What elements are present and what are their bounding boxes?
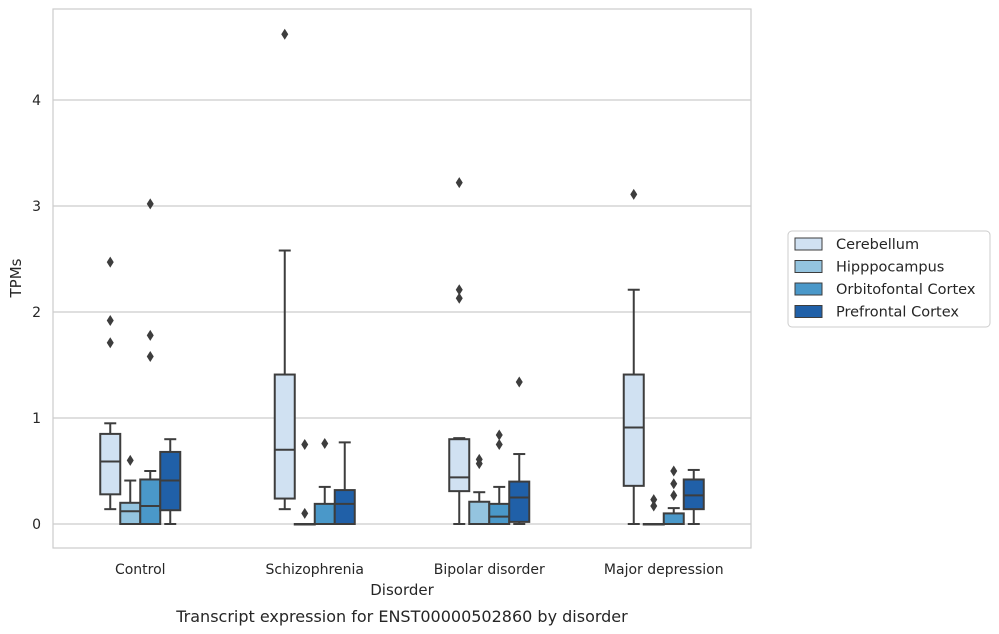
outlier-point [146, 329, 154, 341]
legend-label: Hipppocampus [836, 260, 944, 276]
x-tick-label: Bipolar disorder [434, 562, 545, 578]
legend-frame [787, 230, 991, 328]
box-body [468, 500, 491, 525]
box-0-0 [99, 256, 122, 511]
box-body [139, 478, 162, 526]
x-axis-label: Disorder [370, 581, 434, 599]
outlier-point [146, 351, 154, 363]
box-2-2 [488, 429, 511, 525]
box-3-3 [682, 468, 705, 525]
legend-swatch [794, 260, 823, 273]
outlier-point [495, 429, 503, 441]
outlier-point [670, 465, 678, 477]
box-1-1 [293, 439, 316, 526]
outlier-point [281, 28, 289, 40]
outlier-point [630, 188, 638, 200]
legend-label: Cerebellum [836, 237, 919, 253]
outlier-point [321, 437, 329, 449]
legend-swatch [794, 305, 823, 318]
box-3-0 [159, 438, 182, 525]
outlier-point [106, 337, 114, 349]
outlier-point [650, 494, 658, 506]
plot-background [53, 9, 751, 548]
outlier-point [455, 292, 463, 304]
boxes [99, 28, 705, 526]
legend-swatch [794, 282, 823, 296]
outlier-point [126, 454, 134, 466]
outlier-point [455, 284, 463, 296]
outlier-point [106, 256, 114, 268]
box-3-2 [508, 376, 531, 525]
outlier-point [301, 439, 309, 450]
box-body [488, 502, 511, 525]
box-body [622, 373, 645, 487]
box-2-3 [662, 465, 685, 526]
box-1-2 [468, 453, 491, 525]
x-tick-label: Schizophrenia [266, 562, 364, 578]
box-body [119, 501, 142, 525]
y-tick-label: 0 [32, 517, 41, 533]
outlier-point [650, 500, 658, 512]
x-tick-label: Major depression [604, 562, 724, 578]
x-tick-label: Control [115, 562, 166, 578]
box-0-2 [448, 177, 471, 525]
outlier-point [475, 453, 483, 465]
outlier-point [515, 376, 523, 388]
outlier-point [495, 439, 503, 450]
box-body [682, 478, 705, 511]
box-1-3 [642, 494, 665, 526]
outlier-point [455, 177, 463, 189]
legend-swatch [794, 237, 823, 251]
legend-label: Orbitofontal Cortex [836, 282, 976, 298]
box-3-1 [333, 441, 356, 525]
legend: Cerebellum Hipppocampus Orbitofontal Corte… [787, 230, 991, 328]
box-body [313, 502, 336, 525]
box-body [99, 432, 122, 496]
y-tick-label: 1 [32, 411, 41, 427]
outlier-point [106, 314, 114, 326]
outlier-point [670, 478, 678, 490]
outlier-point [146, 198, 154, 210]
box-0-1 [273, 28, 296, 511]
x-ticks: Control Schizophrenia Bipolar disorder Majo… [115, 562, 724, 578]
y-tick-label: 4 [32, 93, 41, 109]
legend-label: Prefrontal Cortex [836, 305, 959, 321]
plot-frame [52, 8, 752, 549]
box-0-3 [622, 188, 645, 525]
y-tick-label: 3 [32, 199, 41, 215]
box-body [662, 512, 685, 526]
y-ticks: 0 1 2 3 4 [32, 93, 41, 533]
outlier-point [301, 507, 309, 519]
outlier-point [670, 489, 678, 501]
y-axis-label: TPMs [7, 258, 25, 298]
box-body [333, 489, 356, 525]
box-body [508, 480, 531, 523]
box-body [273, 373, 296, 500]
chart-caption: Transcript expression for ENST0000050286… [175, 607, 628, 626]
box-body [448, 438, 471, 493]
box-2-1 [313, 437, 336, 525]
y-tick-label: 2 [32, 305, 41, 321]
